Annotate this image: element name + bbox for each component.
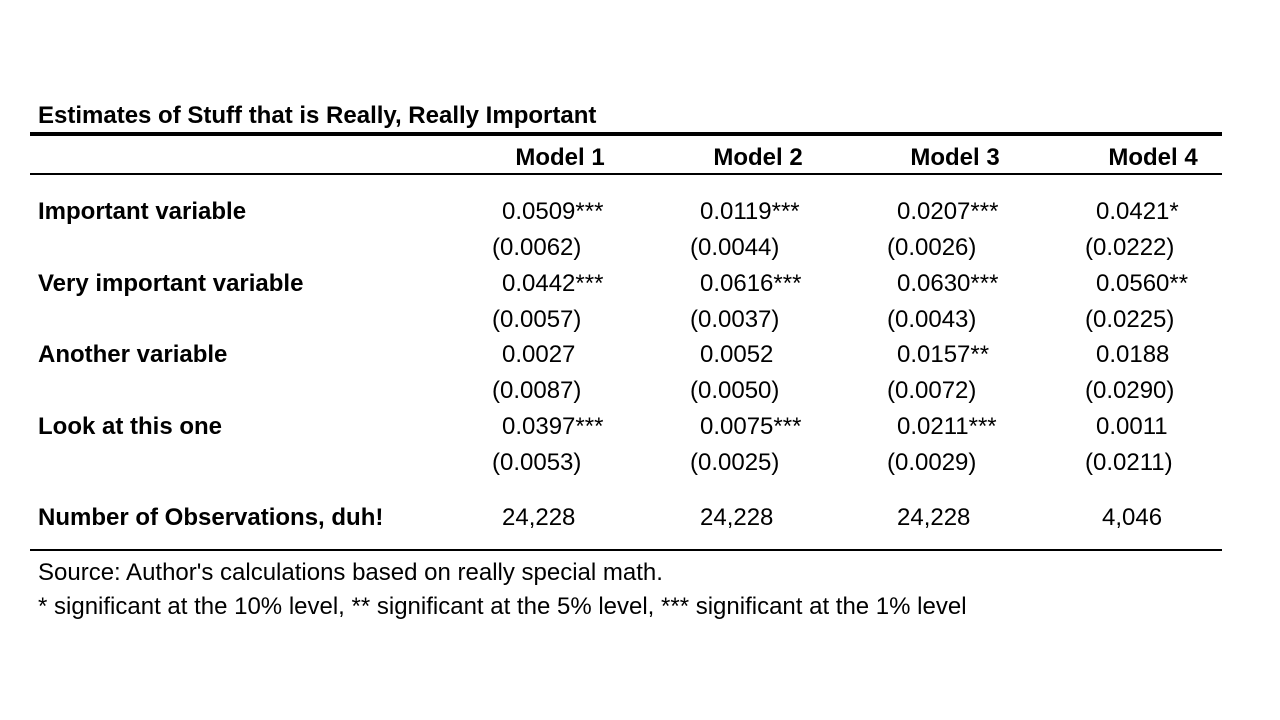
significance-note: * significant at the 10% level, ** signi… [38,593,967,620]
estimate-cell: 0.0188 [1096,341,1170,368]
std-error-cell: (0.0211) [1085,449,1173,476]
estimate-cell: 0.0119*** [700,198,800,225]
std-error-cell: (0.0043) [887,306,977,333]
row-label-important-variable: Important variable [38,198,247,225]
row-label-observations: Number of Observations, duh! [38,504,384,531]
std-error-cell: (0.0050) [690,377,780,404]
estimate-cell: 0.0560** [1096,270,1189,297]
column-header-model-2: Model 2 [713,144,803,171]
column-header-model-1: Model 1 [515,144,605,171]
estimate-cell: 0.0075*** [700,413,802,440]
row-label-another-variable: Another variable [38,341,228,368]
observations-cell: 4,046 [1102,504,1163,531]
estimate-cell: 0.0011 [1096,413,1168,440]
std-error-cell: (0.0222) [1085,234,1175,261]
header-rule [30,173,1222,175]
bottom-rule [30,549,1222,551]
estimate-cell: 0.0442*** [502,270,604,297]
std-error-cell: (0.0044) [690,234,780,261]
estimate-cell: 0.0509*** [502,198,604,225]
std-error-cell: (0.0057) [492,306,582,333]
std-error-cell: (0.0053) [492,449,582,476]
estimate-cell: 0.0397*** [502,413,604,440]
estimate-cell: 0.0211*** [897,413,997,440]
std-error-cell: (0.0029) [887,449,977,476]
estimate-cell: 0.0027 [502,341,576,368]
top-rule [30,132,1222,136]
std-error-cell: (0.0037) [690,306,780,333]
std-error-cell: (0.0062) [492,234,582,261]
estimate-cell: 0.0421* [1096,198,1179,225]
estimate-cell: 0.0630*** [897,270,999,297]
std-error-cell: (0.0290) [1085,377,1175,404]
std-error-cell: (0.0072) [887,377,977,404]
estimate-cell: 0.0157** [897,341,990,368]
estimate-cell: 0.0616*** [700,270,802,297]
column-header-model-4: Model 4 [1108,144,1198,171]
std-error-cell: (0.0087) [492,377,582,404]
row-label-very-important-variable: Very important variable [38,270,304,297]
source-note: Source: Author's calculations based on r… [38,559,663,586]
std-error-cell: (0.0025) [690,449,780,476]
estimate-cell: 0.0207*** [897,198,999,225]
observations-cell: 24,228 [502,504,576,531]
row-label-look-at-this-one: Look at this one [38,413,223,440]
observations-cell: 24,228 [897,504,971,531]
estimate-cell: 0.0052 [700,341,774,368]
std-error-cell: (0.0225) [1085,306,1175,333]
column-header-model-3: Model 3 [910,144,1000,171]
observations-cell: 24,228 [700,504,774,531]
std-error-cell: (0.0026) [887,234,977,261]
table-title: Estimates of Stuff that is Really, Reall… [38,102,597,129]
